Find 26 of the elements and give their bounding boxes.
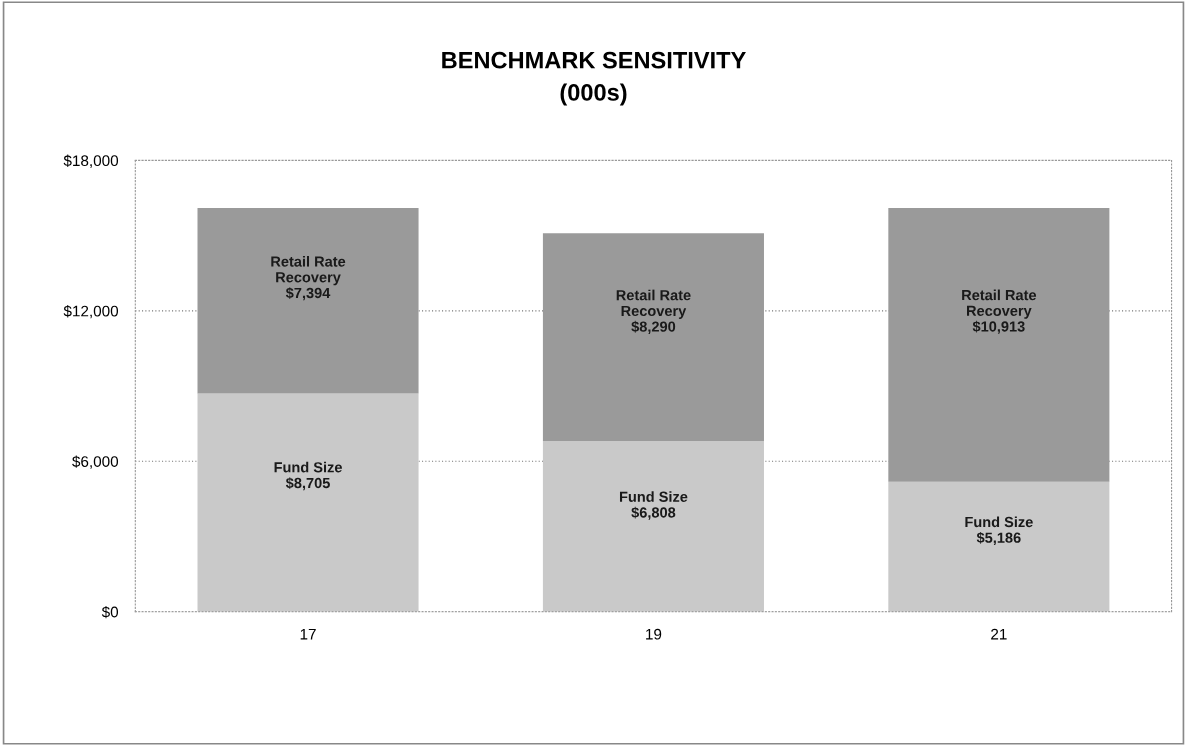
text: Retail Rate Recovery bbox=[962, 289, 1037, 319]
bar bbox=[542, 233, 764, 442]
series-label: Fund Size bbox=[965, 516, 1033, 528]
series-label: Retail Rate Recovery bbox=[271, 256, 346, 286]
y-tick-label: $6,000 bbox=[72, 455, 119, 469]
data-label: $5,186 bbox=[976, 531, 1021, 545]
text: Fund Size bbox=[274, 461, 342, 473]
bar bbox=[888, 208, 1110, 482]
y-tick-label: $18,000 bbox=[63, 154, 119, 168]
bar bbox=[197, 208, 419, 394]
data-label: $8,705 bbox=[285, 477, 330, 491]
y-tick-label: $0 bbox=[101, 605, 119, 619]
bar bbox=[542, 441, 764, 612]
bar bbox=[197, 393, 419, 612]
x-tick-label: 17 bbox=[300, 628, 316, 640]
text: Fund Size bbox=[619, 491, 688, 502]
data-label: $10,913 bbox=[972, 320, 1025, 334]
x-tick-label: 21 bbox=[991, 628, 1007, 640]
bar bbox=[888, 481, 1110, 612]
data-label: $8,290 bbox=[631, 320, 676, 334]
text: Retail Rate Recovery bbox=[616, 289, 691, 319]
data-label: $7,394 bbox=[285, 287, 331, 301]
data-label: $6,808 bbox=[631, 506, 676, 520]
y-tick-label: $12,000 bbox=[63, 305, 119, 319]
chart-title: BENCHMARK SENSITIVITY (000s) bbox=[442, 51, 746, 106]
x-tick-label: 19 bbox=[646, 628, 662, 640]
